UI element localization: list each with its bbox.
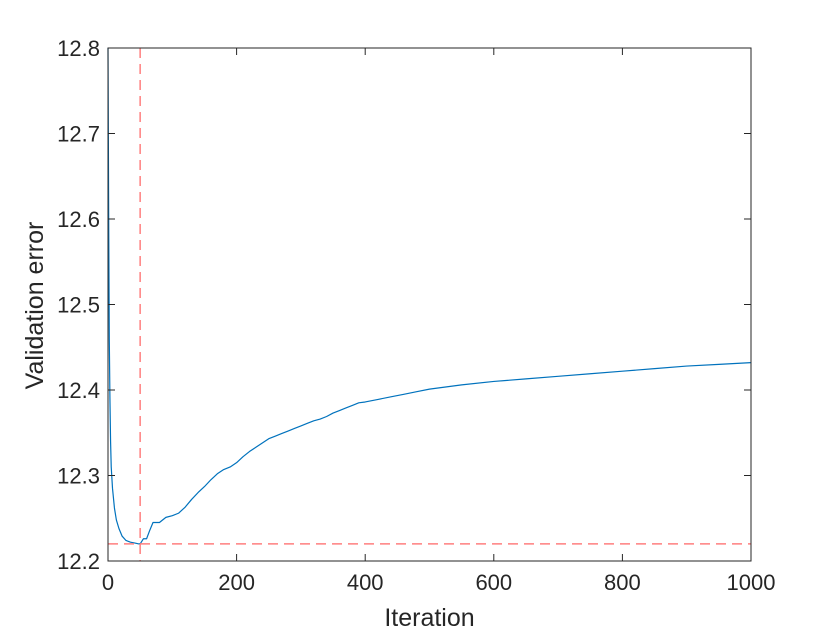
chart-marks [107, 47, 752, 561]
y-tick-label: 12.5 [57, 293, 100, 318]
y-axis-label: Validation error [21, 222, 49, 390]
y-tick-label: 12.6 [57, 207, 100, 232]
y-tick-label: 12.3 [57, 464, 100, 489]
series-line-1 [107, 47, 752, 545]
x-tick-label: 800 [604, 570, 641, 595]
axis-ticks: 0 200 400 600 800 1000 12.2 12.3 12.4 12.5 12.6 12.… [57, 36, 775, 595]
y-tick-label: 12.2 [57, 549, 100, 574]
x-tick-label: 1000 [727, 570, 776, 595]
x-tick-label: 600 [475, 570, 512, 595]
x-tick-label: 0 [102, 570, 114, 595]
x-axis-label: Iteration [384, 604, 474, 632]
x-tick-label: 200 [218, 570, 255, 595]
y-tick-label: 12.4 [57, 378, 100, 403]
plot-area [108, 48, 751, 561]
x-tick-label: 400 [347, 570, 384, 595]
y-tick-label: 12.8 [57, 36, 100, 61]
y-tick-label: 12.7 [57, 122, 100, 147]
